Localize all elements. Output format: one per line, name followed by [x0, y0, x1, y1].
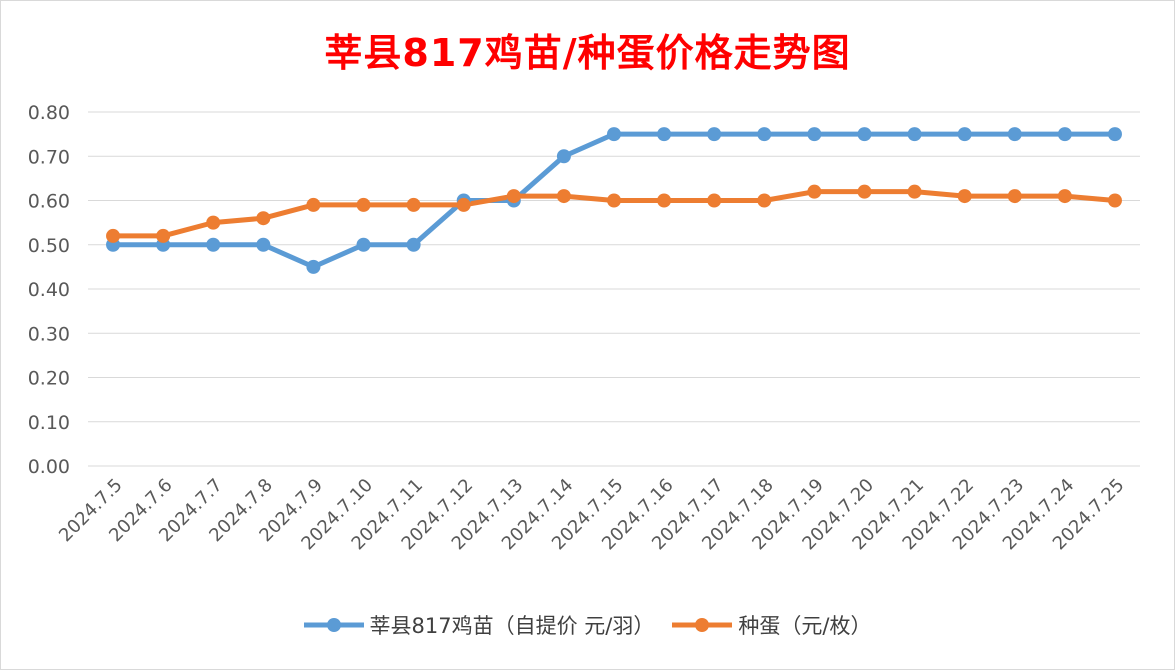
- data-point-series-0: [907, 127, 922, 142]
- y-tick-label: 0.30: [28, 323, 70, 345]
- data-point-series-0: [757, 127, 772, 142]
- gridlines: [88, 111, 1140, 467]
- y-tick-label: 0.70: [28, 146, 70, 168]
- y-tick-label: 0.20: [28, 368, 70, 390]
- data-point-series-0: [657, 127, 672, 142]
- data-point-series-1: [306, 197, 321, 212]
- data-point-series-1: [106, 228, 121, 243]
- x-axis-ticks: 2024.7.52024.7.62024.7.72024.7.82024.7.9…: [55, 475, 1128, 555]
- legend-label-egg: 种蛋（元/枚）: [738, 614, 872, 638]
- y-axis-ticks: 0.00 0.10 0.20 0.30 0.40 0.50 0.60 0.70 0.80: [28, 102, 70, 478]
- data-point-series-0: [607, 127, 621, 142]
- data-point-series-0: [857, 127, 872, 142]
- legend: 莘县817鸡苗（自提价 元/羽） 种蛋（元/枚）: [0, 610, 1175, 640]
- data-point-series-0: [1057, 127, 1072, 142]
- data-point-series-1: [506, 189, 521, 204]
- data-point-series-1: [1007, 189, 1022, 204]
- data-point-series-0: [1107, 127, 1122, 142]
- data-point-series-1: [757, 193, 772, 208]
- data-point-series-0: [406, 237, 421, 252]
- data-point-series-1: [556, 189, 571, 204]
- data-point-series-0: [256, 237, 271, 252]
- data-point-series-1: [857, 184, 872, 199]
- data-point-series-0: [556, 149, 571, 164]
- data-point-series-0: [306, 259, 321, 274]
- y-tick-label: 0.60: [28, 191, 70, 213]
- data-point-series-0: [707, 127, 722, 142]
- data-point-series-1: [707, 193, 722, 208]
- data-point-series-0: [807, 127, 822, 142]
- y-tick-label: 0.10: [28, 412, 70, 434]
- data-point-series-1: [206, 215, 221, 230]
- data-point-series-1: [657, 193, 672, 208]
- data-point-series-1: [957, 189, 972, 204]
- y-tick-label: 0.80: [28, 102, 70, 124]
- legend-item-egg: 种蛋（元/枚）: [672, 610, 871, 640]
- legend-marker-chick: [303, 618, 364, 632]
- chart-title: 莘县817鸡苗/种蛋价格走势图: [324, 31, 851, 75]
- data-point-series-1: [1057, 189, 1072, 204]
- data-point-series-1: [456, 197, 471, 212]
- y-tick-label: 0.00: [28, 456, 70, 478]
- data-point-series-0: [1007, 127, 1022, 142]
- data-point-series-0: [206, 237, 221, 252]
- y-tick-label: 0.50: [28, 235, 70, 257]
- data-point-series-1: [907, 184, 922, 199]
- series-layer: [106, 127, 1122, 274]
- data-point-series-1: [406, 197, 421, 212]
- legend-item-chick: 莘县817鸡苗（自提价 元/羽）: [303, 610, 655, 640]
- data-point-series-1: [256, 211, 271, 226]
- data-point-series-0: [356, 237, 371, 252]
- data-point-series-1: [356, 197, 371, 212]
- data-point-series-1: [607, 193, 621, 208]
- legend-label-chick: 莘县817鸡苗（自提价 元/羽）: [369, 614, 655, 638]
- y-tick-label: 0.40: [28, 279, 70, 301]
- data-point-series-1: [1107, 193, 1122, 208]
- legend-marker-egg: [672, 618, 733, 632]
- data-point-series-1: [807, 184, 822, 199]
- data-point-series-0: [957, 127, 972, 142]
- data-point-series-1: [156, 228, 171, 243]
